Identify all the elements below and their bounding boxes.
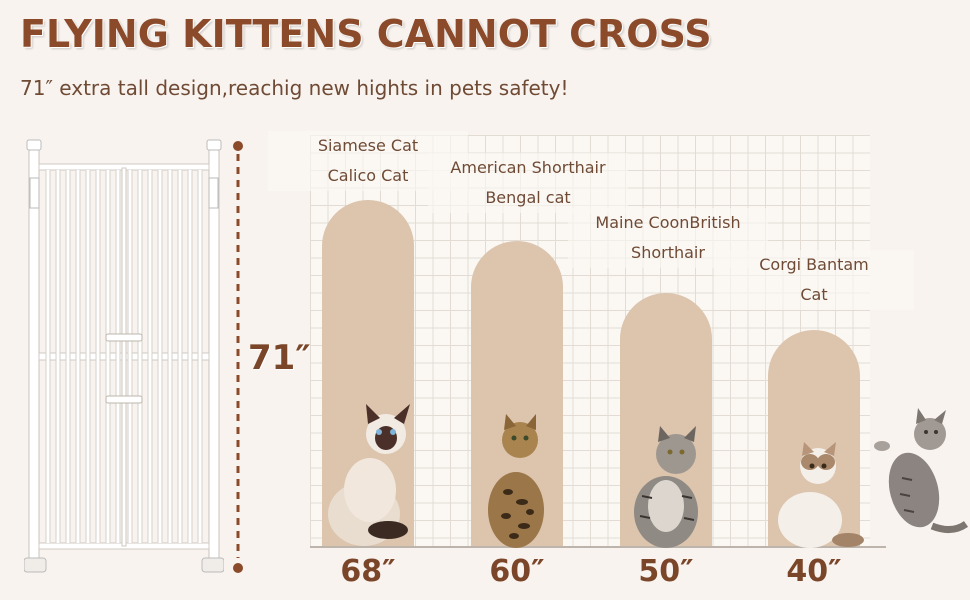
floor-baseline: [310, 546, 886, 548]
height-value-3: 50″: [638, 554, 694, 589]
bengal-cat-image: [488, 414, 544, 548]
breed-name: Siamese Cat: [317, 136, 419, 155]
breed-name: Bengal cat: [485, 188, 571, 207]
height-value-1: 68″: [340, 554, 396, 589]
breed-label-1: Siamese Cat Calico Cat: [268, 131, 468, 191]
maine-coon-cat-image: [634, 426, 698, 548]
gate-height-label: 71″: [248, 338, 311, 378]
breed-name: Maine CoonBritish: [595, 213, 741, 232]
siamese-cat-image: [328, 404, 410, 546]
height-value-4: 40″: [786, 554, 842, 589]
breed-name: American Shorthair: [450, 158, 606, 177]
headline: FLYING KITTENS CANNOT CROSS: [20, 12, 712, 56]
breed-name: Cat: [800, 285, 828, 304]
height-value-2: 60″: [489, 554, 545, 589]
breed-label-4: Corgi Bantam Cat: [714, 250, 914, 310]
subheadline: 71″ extra tall design,reachig new hights…: [20, 76, 569, 100]
height-marker-line: [233, 141, 243, 573]
jumping-kitten-image: [874, 408, 968, 533]
breed-label-2: American Shorthair Bengal cat: [428, 153, 628, 213]
breed-name: Shorthair: [631, 243, 705, 262]
breed-name: Corgi Bantam: [759, 255, 869, 274]
breed-name: Calico Cat: [327, 166, 409, 185]
pet-gate-illustration: [24, 139, 224, 573]
corgi-bantam-cat-image: [778, 442, 864, 548]
